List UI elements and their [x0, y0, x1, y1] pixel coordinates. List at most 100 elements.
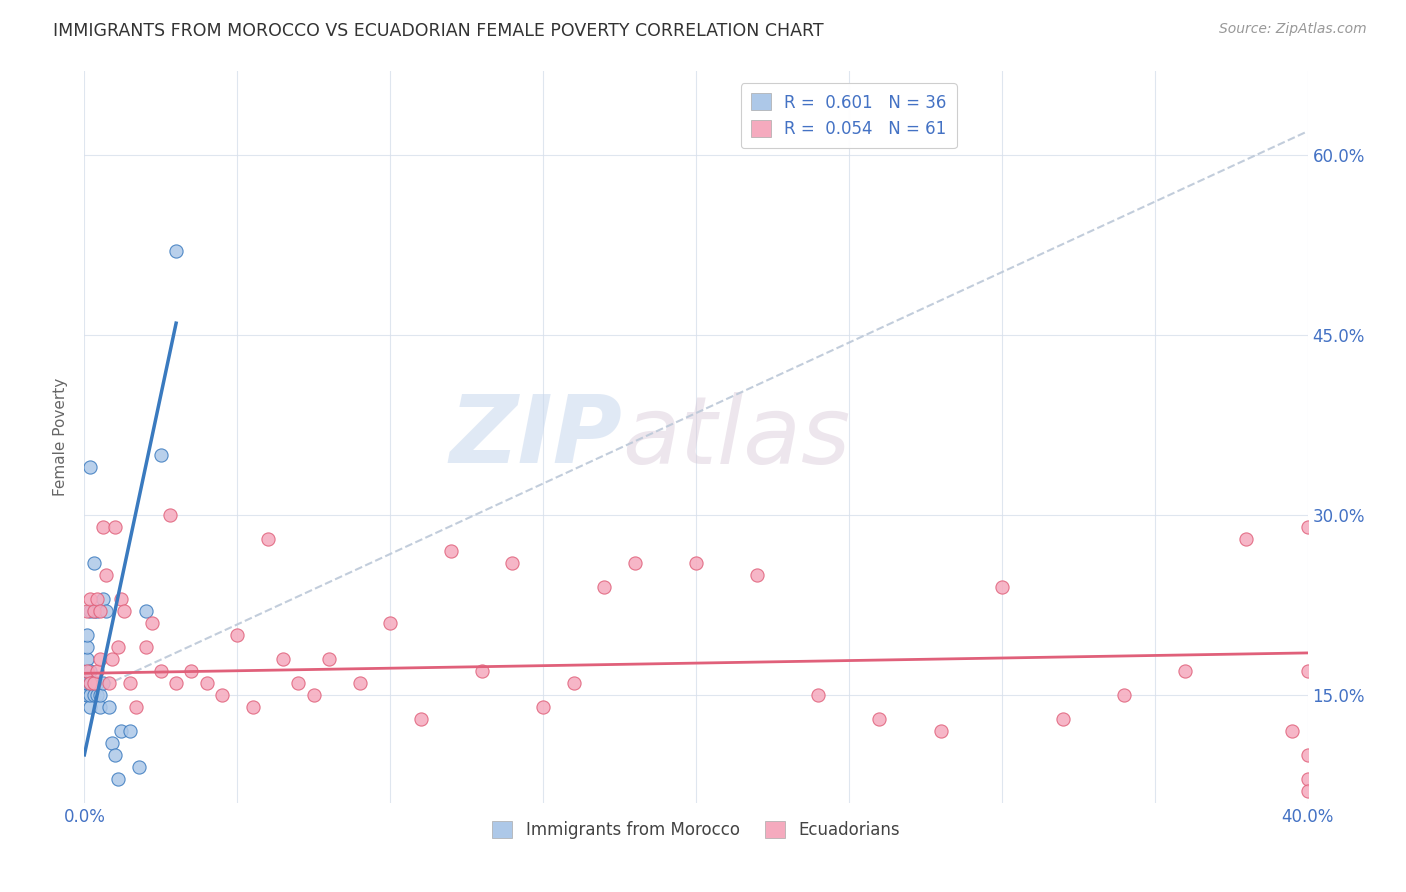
- Point: [869, 712, 891, 726]
- Text: atlas: atlas: [623, 392, 851, 483]
- Point: [593, 580, 616, 594]
- Point: [76, 628, 98, 642]
- Point: [91, 591, 114, 606]
- Point: [104, 520, 127, 534]
- Point: [242, 699, 264, 714]
- Point: [271, 652, 294, 666]
- Point: [94, 604, 117, 618]
- Point: [112, 604, 135, 618]
- Point: [1296, 520, 1319, 534]
- Point: [97, 699, 120, 714]
- Point: [1236, 532, 1258, 546]
- Point: [149, 448, 172, 462]
- Point: [79, 688, 101, 702]
- Point: [76, 688, 98, 702]
- Point: [120, 676, 142, 690]
- Text: IMMIGRANTS FROM MOROCCO VS ECUADORIAN FEMALE POVERTY CORRELATION CHART: IMMIGRANTS FROM MOROCCO VS ECUADORIAN FE…: [53, 22, 824, 40]
- Y-axis label: Female Poverty: Female Poverty: [53, 378, 69, 496]
- Point: [165, 244, 187, 259]
- Point: [159, 508, 181, 522]
- Point: [76, 688, 98, 702]
- Point: [1296, 747, 1319, 762]
- Point: [1174, 664, 1197, 678]
- Point: [302, 688, 325, 702]
- Point: [110, 591, 132, 606]
- Point: [76, 640, 98, 654]
- Point: [180, 664, 202, 678]
- Text: ZIP: ZIP: [450, 391, 623, 483]
- Point: [101, 652, 124, 666]
- Point: [83, 688, 105, 702]
- Point: [94, 568, 117, 582]
- Point: [349, 676, 371, 690]
- Point: [531, 699, 554, 714]
- Point: [83, 676, 105, 690]
- Point: [86, 604, 108, 618]
- Point: [440, 544, 463, 558]
- Point: [1114, 688, 1136, 702]
- Point: [110, 723, 132, 738]
- Point: [135, 604, 157, 618]
- Point: [685, 556, 707, 570]
- Point: [257, 532, 280, 546]
- Point: [747, 568, 769, 582]
- Point: [83, 604, 105, 618]
- Point: [471, 664, 494, 678]
- Point: [149, 664, 172, 678]
- Point: [86, 676, 108, 690]
- Point: [287, 676, 309, 690]
- Point: [1296, 784, 1319, 798]
- Point: [929, 723, 952, 738]
- Point: [120, 723, 142, 738]
- Point: [1296, 772, 1319, 786]
- Point: [1052, 712, 1074, 726]
- Point: [79, 676, 101, 690]
- Point: [86, 688, 108, 702]
- Point: [104, 747, 127, 762]
- Point: [107, 772, 129, 786]
- Point: [502, 556, 524, 570]
- Point: [83, 604, 105, 618]
- Point: [86, 591, 108, 606]
- Point: [128, 760, 150, 774]
- Point: [107, 640, 129, 654]
- Point: [991, 580, 1014, 594]
- Point: [562, 676, 585, 690]
- Point: [83, 556, 105, 570]
- Point: [79, 664, 101, 678]
- Point: [89, 688, 111, 702]
- Point: [76, 676, 98, 690]
- Point: [165, 676, 187, 690]
- Point: [624, 556, 647, 570]
- Point: [91, 520, 114, 534]
- Point: [807, 688, 830, 702]
- Point: [79, 699, 101, 714]
- Legend: Immigrants from Morocco, Ecuadorians: Immigrants from Morocco, Ecuadorians: [485, 814, 907, 846]
- Point: [1281, 723, 1303, 738]
- Point: [226, 628, 249, 642]
- Point: [97, 676, 120, 690]
- Point: [380, 615, 402, 630]
- Point: [76, 664, 98, 678]
- Point: [86, 664, 108, 678]
- Point: [89, 652, 111, 666]
- Point: [76, 604, 98, 618]
- Point: [79, 460, 101, 475]
- Point: [101, 736, 124, 750]
- Point: [83, 676, 105, 690]
- Point: [141, 615, 163, 630]
- Point: [135, 640, 157, 654]
- Point: [76, 652, 98, 666]
- Point: [1296, 664, 1319, 678]
- Point: [79, 591, 101, 606]
- Point: [318, 652, 340, 666]
- Point: [79, 676, 101, 690]
- Point: [76, 664, 98, 678]
- Point: [76, 676, 98, 690]
- Point: [125, 699, 148, 714]
- Text: Source: ZipAtlas.com: Source: ZipAtlas.com: [1219, 22, 1367, 37]
- Point: [211, 688, 233, 702]
- Point: [89, 604, 111, 618]
- Point: [91, 676, 114, 690]
- Point: [409, 712, 432, 726]
